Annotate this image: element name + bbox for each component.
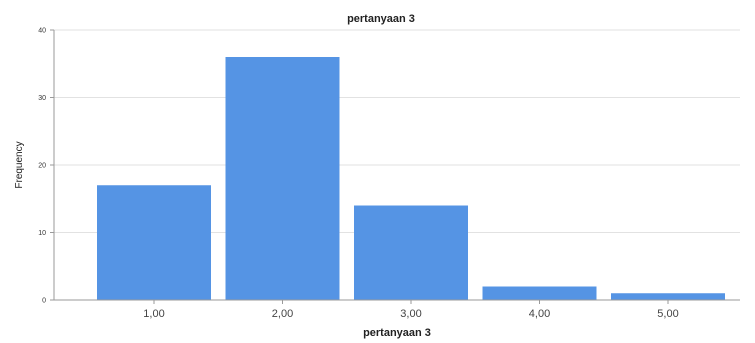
y-axis-label: Frequency [14, 141, 25, 188]
bar-1 [97, 185, 211, 300]
x-tick-labels: 1,00 2,00 3,00 4,00 5,00 [143, 300, 679, 320]
bars [97, 57, 725, 300]
y-tick-label: 40 [38, 28, 46, 35]
x-tick-label: 1,00 [143, 308, 164, 320]
x-tick-label: 4,00 [529, 308, 550, 320]
chart-title: pertanyaan 3 [347, 13, 415, 25]
bar-2 [225, 57, 340, 300]
x-tick-label: 2,00 [272, 308, 293, 320]
bar-3 [354, 205, 468, 300]
y-tick-label: 20 [38, 163, 46, 170]
y-tick-labels: 0 10 20 30 40 [38, 28, 54, 305]
y-tick-label: 10 [38, 230, 46, 237]
x-tick-label: 3,00 [400, 308, 421, 320]
x-tick-label: 5,00 [657, 308, 678, 320]
y-tick-label: 30 [38, 95, 46, 102]
y-tick-label: 0 [42, 298, 46, 305]
bar-5 [611, 293, 725, 300]
x-axis-label: pertanyaan 3 [363, 327, 431, 339]
bar-4 [482, 286, 597, 300]
